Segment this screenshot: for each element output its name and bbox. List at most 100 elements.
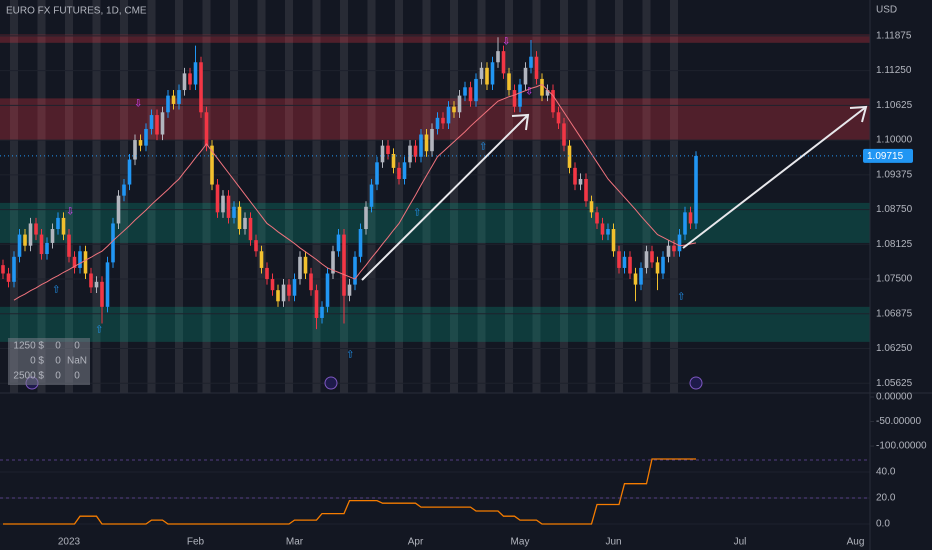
buy-marker: ⇧ [677,292,685,303]
session-stripe [37,0,46,393]
oscillator-line [3,458,696,525]
candle-body [639,267,643,285]
candle-body [314,290,319,318]
zone [0,34,870,43]
back-layer [0,0,874,525]
session-stripe [642,0,651,393]
candle-body [501,51,506,74]
candle-body [391,153,396,168]
session-stripe [65,0,73,393]
session-stripe [505,0,513,393]
candle-body [446,106,451,124]
candle-body [666,245,671,257]
candle-body [622,256,627,268]
candle-body [232,206,236,218]
x-tick-label: May [511,537,530,548]
candle-body [149,115,154,129]
candle-body [380,145,385,163]
buy-marker: ⇧ [346,350,354,361]
sell-marker: ⇩ [134,99,142,110]
session-stripe [450,0,458,393]
zone [0,202,870,243]
candle-body [595,212,599,224]
y2-tick-label: -100.00000 [876,441,927,452]
session-stripe [257,0,266,393]
candle-body [243,217,247,230]
candle-body [342,234,346,296]
session-stripe [175,0,183,393]
session-stripe [202,0,211,393]
candle-body [34,223,38,235]
session-stripe [230,0,238,393]
signal-markers: ⇩ ⇩ ⇩ ⇩ ⇧ ⇧ ⇧ ⇧ ⇧ ⇧ [52,37,685,361]
candle-body [369,184,374,207]
axis-layer: 1.11875 1.11250 1.10625 1.10000 1.09375 1.087… [58,30,927,547]
candle-body [474,78,478,102]
candle-body [237,206,242,230]
candle-body [171,95,176,104]
candle-body [358,229,363,257]
table-cell: NaN [67,356,87,367]
candle-body [309,273,313,291]
candle-body [105,262,110,307]
candle-body [78,251,82,268]
candle-body [45,242,49,255]
x-tick-label: Aug [847,537,865,548]
candle-body [507,73,511,91]
candle-body [397,167,401,179]
candle-body [529,56,533,68]
candle-body [39,234,44,255]
x-tick-label: Feb [187,537,205,548]
zone [0,98,870,141]
candle-body [677,234,682,252]
candle-body [606,229,610,235]
candle-body [144,128,148,146]
session-stripe [312,0,321,393]
session-stripe [670,0,678,393]
table-cell: 0 [55,356,61,367]
candle-body [589,201,594,213]
session-stripe [615,0,623,393]
candle-body [430,128,434,152]
candle-body [116,195,121,224]
last-price-box [863,148,913,163]
y-tick-label: 1.10000 [876,135,913,146]
session-stripe [532,0,541,393]
x-tick-label: Jun [605,537,621,548]
candle-body [617,251,621,268]
candle-body [452,106,456,113]
moving-average [13,83,697,301]
session-stripe [422,0,431,393]
session-stripe [560,0,568,393]
candle-body [545,90,550,96]
y-tick-label: 1.05625 [876,378,913,389]
candle-body [402,162,407,179]
candle-body [28,223,33,246]
candle-body [655,262,660,274]
candle-body [551,90,555,113]
y-tick-label: 1.08750 [876,204,913,215]
trend-arrow [361,114,529,281]
candle-body [265,267,269,280]
session-stripe [340,0,348,393]
y2-tick-label: -50.00000 [876,416,921,427]
candle-body [56,217,60,230]
candle-body [650,251,654,263]
candle-body [204,112,209,146]
candle-body [111,223,115,263]
y-tick-label: 1.11250 [876,65,912,76]
session-stripe [395,0,403,393]
table-cell: 0 [74,341,80,352]
candle-body [89,273,93,288]
candle-body [523,67,528,85]
candle-body [562,123,566,146]
session-stripe [477,0,486,393]
x-tick-label: Apr [408,537,424,548]
candle-body [347,284,352,296]
candle-body [292,279,297,296]
candle-body [457,95,462,113]
sell-marker: ⇩ [502,37,510,48]
candle-body [512,90,517,107]
candle-body [534,56,539,79]
